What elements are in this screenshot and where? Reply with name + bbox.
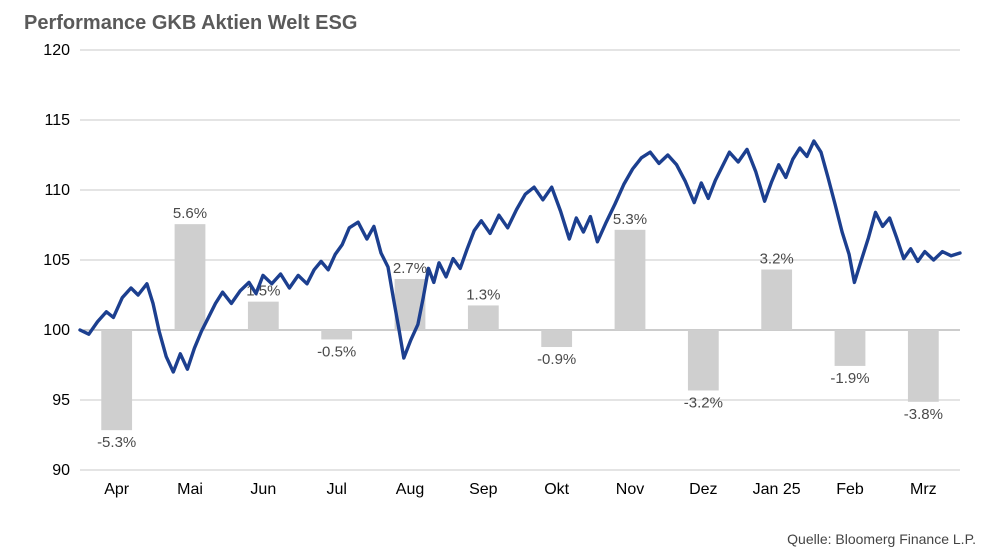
bar-value-label: 5.6%	[173, 205, 207, 222]
cumulative-performance-line	[80, 141, 960, 372]
monthly-return-bar	[321, 330, 352, 339]
y-tick-label: 110	[44, 182, 70, 199]
bar-value-label: -0.9%	[537, 351, 576, 368]
x-tick-label: Nov	[616, 481, 644, 498]
x-tick-label: Feb	[836, 481, 864, 498]
bar-value-label: -3.8%	[904, 406, 943, 423]
bar-value-label: -0.5%	[317, 343, 356, 360]
monthly-return-bar	[101, 330, 132, 430]
bar-value-label: 2.7%	[393, 260, 427, 277]
monthly-return-bar	[688, 330, 719, 390]
x-tick-label: Jul	[326, 481, 346, 498]
bar-value-label: 5.3%	[613, 211, 647, 228]
x-tick-label: Sep	[469, 481, 498, 498]
bar-value-label: -5.3%	[97, 434, 136, 451]
monthly-return-bar	[175, 224, 206, 330]
monthly-return-bar	[615, 230, 646, 330]
x-tick-label: Mrz	[910, 481, 937, 498]
bar-value-label: 1.3%	[466, 286, 500, 303]
y-tick-label: 100	[43, 322, 70, 339]
y-tick-label: 120	[43, 42, 70, 59]
y-tick-label: 105	[43, 252, 70, 269]
y-tick-label: 95	[52, 392, 70, 409]
chart-title: Performance GKB Aktien Welt ESG	[24, 12, 357, 35]
y-tick-label: 115	[44, 112, 70, 129]
y-tick-label: 90	[52, 462, 70, 479]
performance-chart: 9095100105110115120-5.3%Apr5.6%Mai1.5%Ju…	[24, 38, 976, 508]
source-attribution: Quelle: Bloomerg Finance L.P.	[787, 531, 976, 547]
bar-value-label: -1.9%	[830, 370, 869, 387]
monthly-return-bar	[761, 270, 792, 330]
monthly-return-bar	[908, 330, 939, 402]
x-tick-label: Apr	[104, 481, 130, 498]
x-tick-label: Jun	[250, 481, 276, 498]
monthly-return-bar	[468, 305, 499, 330]
x-tick-label: Okt	[544, 481, 569, 498]
bar-value-label: -3.2%	[684, 394, 723, 411]
monthly-return-bar	[541, 330, 572, 347]
x-tick-label: Aug	[396, 481, 424, 498]
monthly-return-bar	[248, 302, 279, 330]
bar-value-label: 3.2%	[760, 251, 794, 268]
x-tick-label: Mai	[177, 481, 203, 498]
monthly-return-bar	[835, 330, 866, 366]
x-tick-label: Jan 25	[753, 481, 801, 498]
x-tick-label: Dez	[689, 481, 717, 498]
